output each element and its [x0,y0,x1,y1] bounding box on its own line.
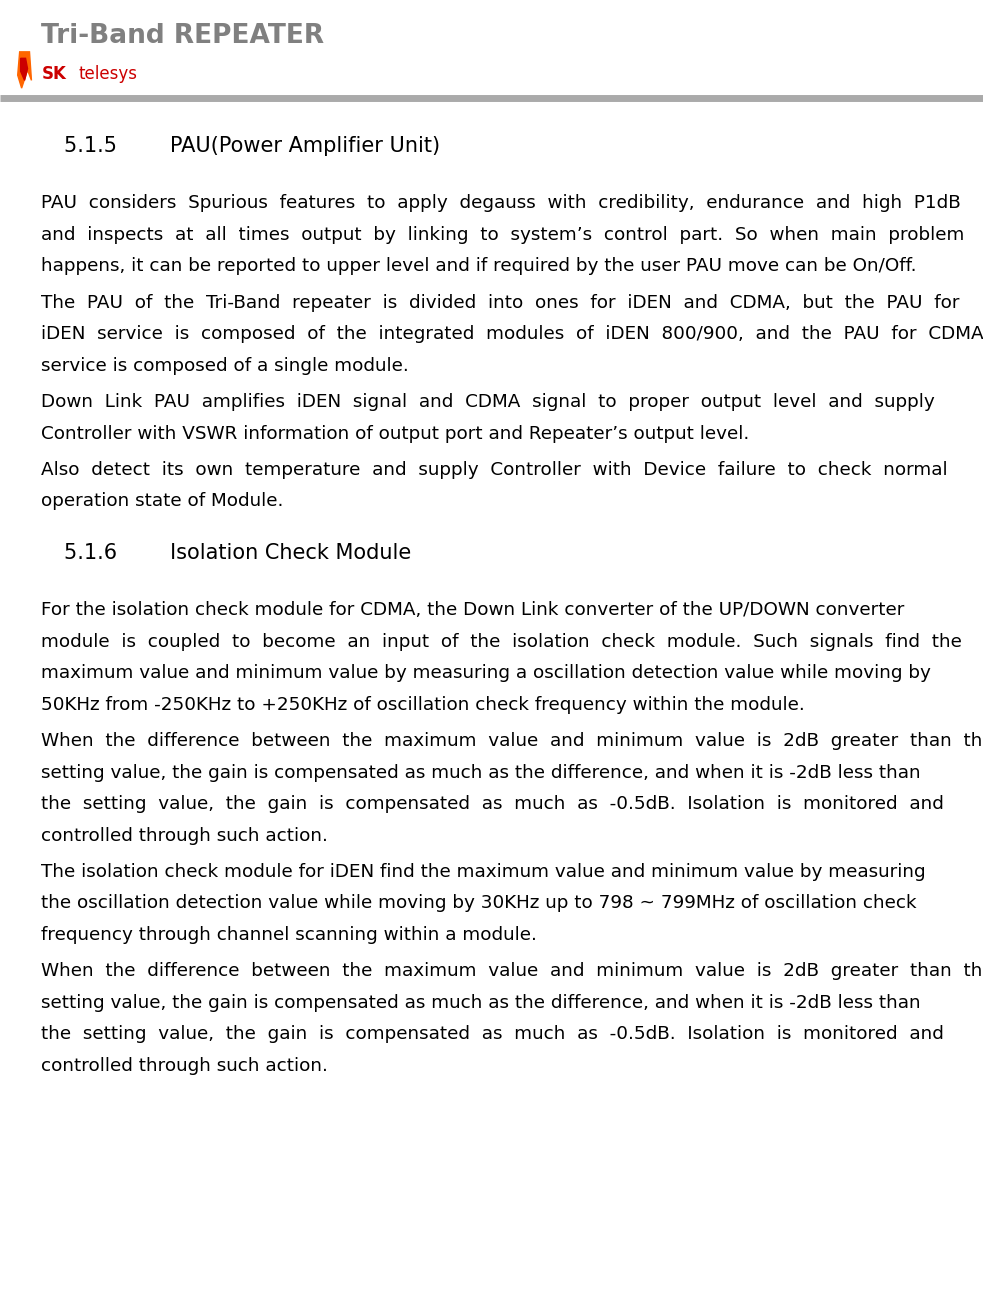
Text: For the isolation check module for CDMA, the Down Link converter of the UP/DOWN : For the isolation check module for CDMA,… [41,601,904,619]
Text: iDEN  service  is  composed  of  the  integrated  modules  of  iDEN  800/900,  a: iDEN service is composed of the integrat… [41,325,983,343]
Text: When  the  difference  between  the  maximum  value  and  minimum  value  is  2d: When the difference between the maximum … [41,732,983,750]
Text: happens, it can be reported to upper level and if required by the user PAU move : happens, it can be reported to upper lev… [41,258,917,276]
Text: 5.1.5        PAU(Power Amplifier Unit): 5.1.5 PAU(Power Amplifier Unit) [64,136,440,156]
Text: setting value, the gain is compensated as much as the difference, and when it is: setting value, the gain is compensated a… [41,994,921,1012]
Text: Also  detect  its  own  temperature  and  supply  Controller  with  Device  fail: Also detect its own temperature and supp… [41,461,948,478]
Text: controlled through such action.: controlled through such action. [41,827,328,845]
Text: When  the  difference  between  the  maximum  value  and  minimum  value  is  2d: When the difference between the maximum … [41,962,983,980]
Polygon shape [21,58,28,80]
Text: The  PAU  of  the  Tri-Band  repeater  is  divided  into  ones  for  iDEN  and  : The PAU of the Tri-Band repeater is divi… [41,294,959,312]
Text: module  is  coupled  to  become  an  input  of  the  isolation  check  module.  : module is coupled to become an input of … [41,632,962,651]
Text: the  setting  value,  the  gain  is  compensated  as  much  as  -0.5dB.  Isolati: the setting value, the gain is compensat… [41,796,944,813]
Text: telesys: telesys [79,65,138,83]
Text: Tri-Band REPEATER: Tri-Band REPEATER [41,23,324,49]
Text: setting value, the gain is compensated as much as the difference, and when it is: setting value, the gain is compensated a… [41,763,921,781]
Text: Down  Link  PAU  amplifies  iDEN  signal  and  CDMA  signal  to  proper  output : Down Link PAU amplifies iDEN signal and … [41,393,935,411]
Text: controlled through such action.: controlled through such action. [41,1056,328,1074]
Text: SK: SK [41,65,66,83]
Text: maximum value and minimum value by measuring a oscillation detection value while: maximum value and minimum value by measu… [41,665,931,682]
Text: frequency through channel scanning within a module.: frequency through channel scanning withi… [41,925,537,943]
Text: operation state of Module.: operation state of Module. [41,492,284,511]
Text: PAU  considers  Spurious  features  to  apply  degauss  with  credibility,  endu: PAU considers Spurious features to apply… [41,194,961,213]
Text: the oscillation detection value while moving by 30KHz up to 798 ~ 799MHz of osci: the oscillation detection value while mo… [41,894,917,912]
Text: Controller with VSWR information of output port and Repeater’s output level.: Controller with VSWR information of outp… [41,425,749,443]
Text: the  setting  value,  the  gain  is  compensated  as  much  as  -0.5dB.  Isolati: the setting value, the gain is compensat… [41,1025,944,1043]
Polygon shape [18,52,31,88]
Text: service is composed of a single module.: service is composed of a single module. [41,356,409,375]
Text: The isolation check module for iDEN find the maximum value and minimum value by : The isolation check module for iDEN find… [41,863,926,881]
Text: 50KHz from -250KHz to +250KHz of oscillation check frequency within the module.: 50KHz from -250KHz to +250KHz of oscilla… [41,696,805,714]
Text: and  inspects  at  all  times  output  by  linking  to  system’s  control  part.: and inspects at all times output by link… [41,226,964,244]
Text: 5.1.6        Isolation Check Module: 5.1.6 Isolation Check Module [64,543,411,562]
